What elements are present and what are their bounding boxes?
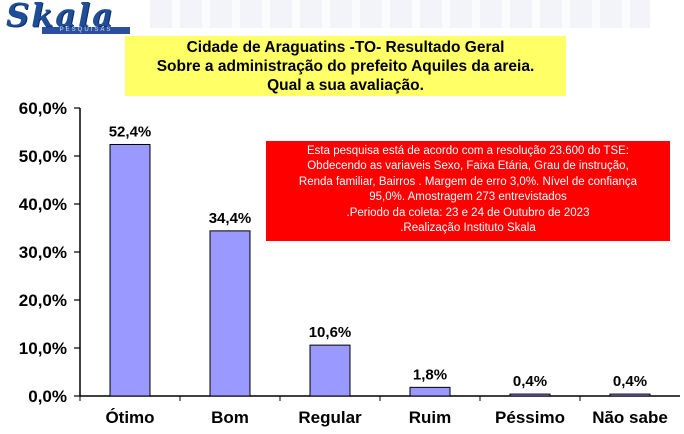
header-banner — [150, 0, 650, 28]
y-tick-label: 40,0% — [19, 195, 67, 214]
logo-subtitle: PESQUISAS — [42, 27, 130, 34]
note-line-4: 95,0%. Amostragem 273 entrevistados — [369, 191, 567, 204]
note-line-1: Esta pesquisa está de acordo com a resol… — [307, 145, 629, 157]
y-tick-label: 20,0% — [19, 291, 67, 310]
category-label: Bom — [211, 408, 249, 427]
data-label: 0,4% — [613, 373, 647, 390]
y-tick-label: 60,0% — [19, 99, 67, 118]
bar-6 — [609, 393, 651, 397]
category-label: Ótimo — [105, 408, 154, 427]
note-line-5: .Periodo da coleta: 23 e 24 de Outubro d… — [346, 206, 590, 219]
category-label: Ruim — [409, 408, 452, 427]
y-tick-label: 10,0% — [19, 339, 67, 358]
note-line-3: Renda familiar, Bairros . Margem de erro… — [298, 175, 638, 188]
y-tick-label: 0,0% — [28, 387, 67, 406]
category-label: Péssimo — [495, 408, 565, 427]
bar-4 — [409, 386, 451, 397]
title-line-2: Sobre a administração do prefeito Aquile… — [156, 58, 535, 75]
data-label: 10,6% — [309, 324, 352, 341]
bar-3 — [309, 344, 351, 397]
category-label: Regular — [298, 408, 362, 427]
data-label: 52,4% — [109, 123, 152, 140]
note-line-2: Obdecendo as variaveis Sexo, Faixa Etári… — [307, 160, 629, 173]
skala-logo: Skala PESQUISAS — [6, 0, 138, 38]
title-line-1: Cidade de Araguatins -TO- Resultado Gera… — [186, 39, 505, 56]
chart-title-box: Cidade de Araguatins -TO- Resultado Gera… — [125, 36, 566, 96]
bar-2 — [209, 230, 251, 397]
title-line-3: Qual a sua avaliação. — [267, 77, 424, 94]
note-line-6: .Realização Instituto Skala — [400, 222, 536, 235]
y-tick-label: 50,0% — [19, 147, 67, 166]
data-label: 1,8% — [413, 366, 447, 383]
data-label: 0,4% — [513, 373, 547, 390]
bar-1 — [109, 143, 151, 397]
y-tick-label: 30,0% — [19, 243, 67, 262]
category-label: Não sabe — [592, 408, 668, 427]
methodology-note: Esta pesquisa está de acordo com a resol… — [266, 141, 670, 241]
data-label: 34,4% — [209, 210, 252, 227]
bar-5 — [509, 393, 551, 397]
